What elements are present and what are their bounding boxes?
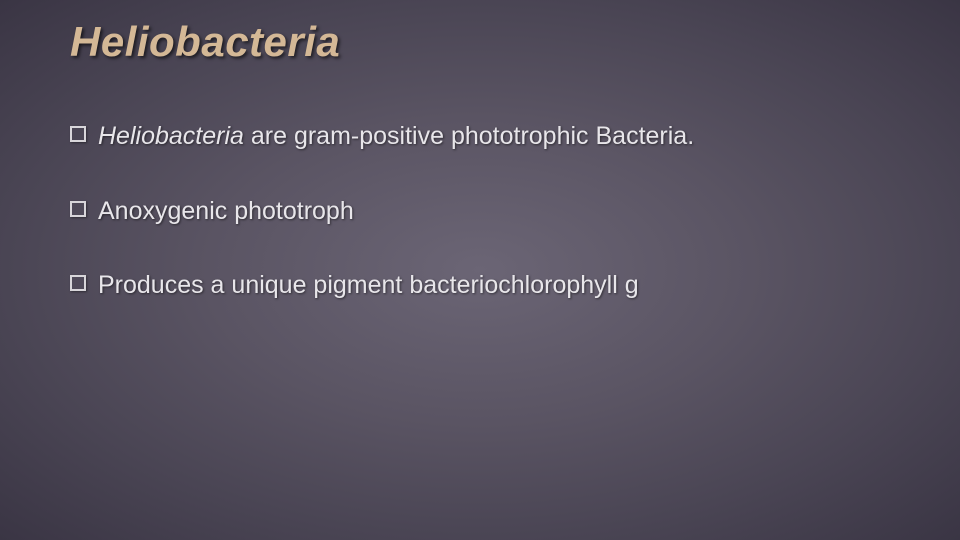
bullet-rest: are gram-positive phototrophic Bacteria.	[244, 122, 694, 150]
bullet-list: Heliobacteria are gram-positive phototro…	[70, 120, 900, 344]
square-bullet-icon	[70, 275, 86, 291]
bullet-rest: Anoxygenic phototroph	[98, 197, 354, 225]
bullet-rest: Produces a unique pigment bacteriochloro…	[98, 271, 639, 299]
bullet-item: Heliobacteria are gram-positive phototro…	[70, 120, 900, 153]
bullet-text: Heliobacteria are gram-positive phototro…	[98, 120, 900, 153]
bullet-text: Produces a unique pigment bacteriochloro…	[98, 269, 900, 302]
slide-title: Heliobacteria	[70, 18, 340, 66]
bullet-text: Anoxygenic phototroph	[98, 195, 900, 228]
bullet-italic-lead: Heliobacteria	[98, 122, 244, 150]
square-bullet-icon	[70, 126, 86, 142]
bullet-item: Anoxygenic phototroph	[70, 195, 900, 228]
bullet-item: Produces a unique pigment bacteriochloro…	[70, 269, 900, 302]
square-bullet-icon	[70, 201, 86, 217]
